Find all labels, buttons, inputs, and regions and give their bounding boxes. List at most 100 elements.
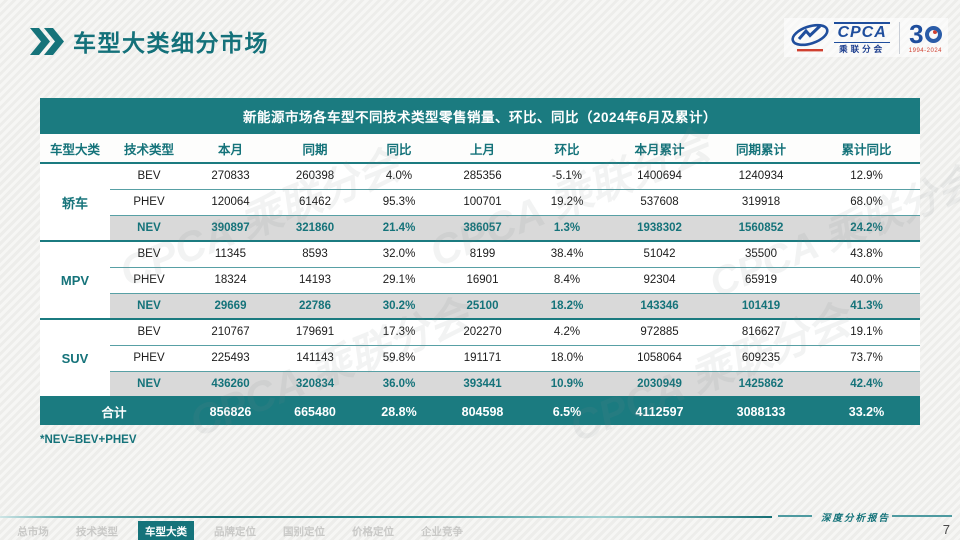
- page-title: 车型大类细分市场: [73, 30, 269, 56]
- column-header: 车型大类: [40, 134, 110, 164]
- value-cell: 18.0%: [524, 345, 610, 372]
- nav-tab-3[interactable]: 车型大类: [138, 521, 194, 540]
- value-cell: 68.0%: [813, 189, 920, 216]
- table-row: SUV BEV 210767 179691 17.3% 202270 4.2% 972885 8…: [40, 319, 920, 398]
- column-header: 本月: [188, 134, 273, 164]
- column-header: 同期: [273, 134, 357, 164]
- value-cell: 210767: [188, 319, 273, 346]
- value-cell: 35500: [709, 241, 813, 268]
- nav-tab-6[interactable]: 价格定位: [352, 526, 394, 538]
- nav-tab-4[interactable]: 品牌定位: [214, 526, 256, 538]
- value-cell: 30.2%: [357, 293, 441, 320]
- value-cell: 1058064: [610, 345, 709, 372]
- table-row: PHEV 225493 141143 59.8% 191171 18.0% 1058064 6…: [40, 345, 920, 372]
- value-cell: 972885: [610, 319, 709, 346]
- value-cell: 42.4%: [813, 371, 920, 398]
- value-cell: 65919: [709, 267, 813, 294]
- value-cell: 1.3%: [524, 215, 610, 242]
- column-header: 技术类型: [110, 134, 188, 164]
- nav-tab-7[interactable]: 企业竞争: [421, 526, 463, 538]
- value-cell: 43.8%: [813, 241, 920, 268]
- total-value-cell: 6.5%: [524, 397, 610, 425]
- value-cell: 319918: [709, 189, 813, 216]
- table-row: NEV 29669 22786 30.2% 25100 18.2% 143346 101419…: [40, 293, 920, 320]
- value-cell: 73.7%: [813, 345, 920, 372]
- total-value-cell: 4112597: [610, 397, 709, 425]
- value-cell: 4.2%: [524, 319, 610, 346]
- value-cell: 51042: [610, 241, 709, 268]
- value-cell: 260398: [273, 163, 357, 190]
- tech-type-cell: BEV: [110, 241, 188, 268]
- value-cell: 320834: [273, 371, 357, 398]
- nav-tab-2[interactable]: 技术类型: [76, 526, 118, 538]
- cpca-subtext: 乘联分会: [839, 43, 886, 54]
- column-header: 同比: [357, 134, 441, 164]
- cpca-wordmark: CPCA: [834, 21, 890, 43]
- footer-divider-line: [0, 516, 772, 518]
- vehicle-class-label: SUV: [40, 319, 110, 398]
- value-cell: 25100: [441, 293, 524, 320]
- footer-nav: 总市场 技术类型 车型大类 品牌定位 国别定位 价格定位 企业竞争: [10, 521, 470, 540]
- value-cell: 1425862: [709, 371, 813, 398]
- value-cell: 95.3%: [357, 189, 441, 216]
- value-cell: 8.4%: [524, 267, 610, 294]
- value-cell: 393441: [441, 371, 524, 398]
- vehicle-class-label: 轿车: [40, 163, 110, 242]
- value-cell: 202270: [441, 319, 524, 346]
- value-cell: 8593: [273, 241, 357, 268]
- nav-tab-5[interactable]: 国别定位: [283, 526, 325, 538]
- vehicle-class-label: MPV: [40, 241, 110, 320]
- value-cell: 22786: [273, 293, 357, 320]
- table-title: 新能源市场各车型不同技术类型零售销量、环比、同比（2024年6月及累计）: [40, 98, 920, 134]
- value-cell: 1400694: [610, 163, 709, 190]
- value-cell: 285356: [441, 163, 524, 190]
- total-value-cell: 856826: [188, 397, 273, 425]
- value-cell: 11345: [188, 241, 273, 268]
- value-cell: 1240934: [709, 163, 813, 190]
- market-table: 车型大类 技术类型 本月 同期 同比 上月 环比 本月累计 同期累计 累计同比 轿车 BEV 2708…: [40, 134, 920, 425]
- market-table-section: 新能源市场各车型不同技术类型零售销量、环比、同比（2024年6月及累计） 车型大…: [40, 98, 920, 446]
- value-cell: 38.4%: [524, 241, 610, 268]
- value-cell: 191171: [441, 345, 524, 372]
- table-row: 轿车 BEV 270833 260398 4.0% 285356 -5.1% 1400694 1…: [40, 163, 920, 242]
- tech-type-cell: BEV: [110, 163, 188, 190]
- column-header: 同期累计: [709, 134, 813, 164]
- total-label: 合计: [40, 397, 188, 425]
- report-type-label: 深度分析报告: [820, 514, 890, 524]
- anniversary-years: 1994-2024: [908, 48, 942, 54]
- report-tag-line-right: [892, 515, 952, 517]
- value-cell: 32.0%: [357, 241, 441, 268]
- total-value-cell: 3088133: [709, 397, 813, 425]
- value-cell: 10.9%: [524, 371, 610, 398]
- value-cell: 59.8%: [357, 345, 441, 372]
- value-cell: 1560852: [709, 215, 813, 242]
- value-cell: 143346: [610, 293, 709, 320]
- total-value-cell: 33.2%: [813, 397, 920, 425]
- total-value-cell: 804598: [441, 397, 524, 425]
- column-header: 累计同比: [813, 134, 920, 164]
- value-cell: 21.4%: [357, 215, 441, 242]
- value-cell: 1938302: [610, 215, 709, 242]
- tech-type-cell: NEV: [110, 215, 188, 242]
- table-footnote: *NEV=BEV+PHEV: [40, 434, 137, 446]
- tech-type-cell: PHEV: [110, 267, 188, 294]
- market-table-body: 轿车 BEV 270833 260398 4.0% 285356 -5.1% 1400694 1…: [40, 163, 920, 425]
- value-cell: 92304: [610, 267, 709, 294]
- column-header: 环比: [524, 134, 610, 164]
- cpca-logo-block: CPCA 乘联分会 30 1994-2024: [784, 18, 948, 57]
- value-cell: 390897: [188, 215, 273, 242]
- page-header: 车型大类细分市场: [30, 24, 269, 58]
- anniversary-number: 30: [909, 21, 942, 47]
- value-cell: 36.0%: [357, 371, 441, 398]
- table-header-row: 车型大类 技术类型 本月 同期 同比 上月 环比 本月累计 同期累计 累计同比: [40, 134, 920, 164]
- value-cell: 19.2%: [524, 189, 610, 216]
- cpca-swoosh-icon: [791, 23, 830, 51]
- table-row: PHEV 18324 14193 29.1% 16901 8.4% 92304 65919 40…: [40, 267, 920, 294]
- column-header: 上月: [441, 134, 524, 164]
- value-cell: 179691: [273, 319, 357, 346]
- value-cell: 29.1%: [357, 267, 441, 294]
- nav-tab-1[interactable]: 总市场: [17, 526, 49, 538]
- tech-type-cell: NEV: [110, 293, 188, 320]
- table-row: NEV 436260 320834 36.0% 393441 10.9% 2030949 14…: [40, 371, 920, 398]
- table-row: PHEV 120064 61462 95.3% 100701 19.2% 537608 319…: [40, 189, 920, 216]
